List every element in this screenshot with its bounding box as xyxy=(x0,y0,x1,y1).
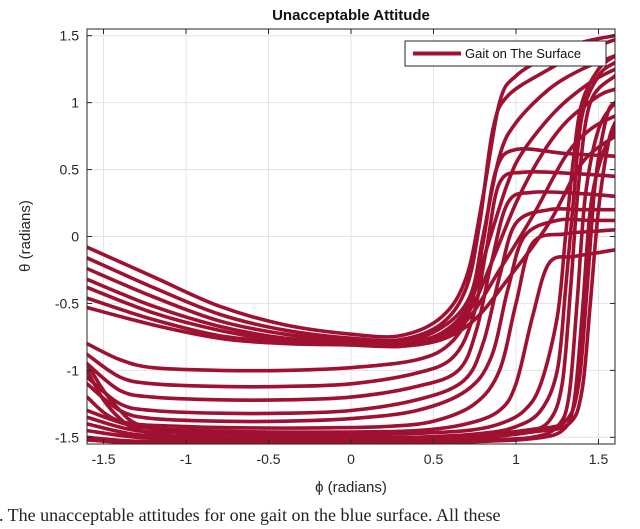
series-line xyxy=(87,228,615,430)
y-tick-label: -0.5 xyxy=(55,295,79,311)
x-tick-label: 1.5 xyxy=(589,451,609,467)
series-line xyxy=(87,147,615,373)
axis-ticks: -1.5 -1 -0.5 0 0.5 1 1.5 -1.5 -1 -0.5 0 0.5 1 1.5 xyxy=(55,28,615,467)
series-line xyxy=(87,127,615,444)
series-line xyxy=(87,54,615,346)
series-line xyxy=(87,134,615,349)
y-tick-label: -1.5 xyxy=(55,429,79,445)
x-axis-label: ϕ (radians) xyxy=(315,479,387,496)
y-tick-label: 1.5 xyxy=(60,28,80,44)
figure-caption-text: 4. The unacceptable attitudes for one ga… xyxy=(0,505,501,525)
series-line xyxy=(87,37,615,343)
x-tick-label: 1 xyxy=(512,451,520,467)
legend-entry-label: Gait on The Surface xyxy=(465,46,581,61)
x-tick-label: 0 xyxy=(347,451,355,467)
figure-caption: 4. The unacceptable attitudes for one ga… xyxy=(0,503,640,529)
x-tick-label: -1 xyxy=(180,451,193,467)
series-line xyxy=(87,120,615,441)
x-tick-label: -0.5 xyxy=(256,451,280,467)
y-tick-label: -1 xyxy=(67,362,80,378)
series-line xyxy=(87,169,615,389)
y-axis-label: θ (radians) xyxy=(17,200,34,272)
legend: Gait on The Surface xyxy=(404,40,607,67)
series-line xyxy=(87,54,615,437)
series-line xyxy=(87,67,615,346)
y-tick-label: 1 xyxy=(71,95,79,111)
y-tick-label: 0 xyxy=(71,229,79,245)
series-line xyxy=(87,189,615,402)
series-line xyxy=(87,206,615,416)
series-line xyxy=(87,217,615,424)
x-tick-label: -1.5 xyxy=(91,451,115,467)
series-line xyxy=(87,87,615,348)
series-layer xyxy=(87,33,615,444)
y-tick-label: 0.5 xyxy=(60,162,80,178)
chart-title: Unacceptable Attitude xyxy=(272,7,430,24)
x-tick-label: 0.5 xyxy=(424,451,444,467)
